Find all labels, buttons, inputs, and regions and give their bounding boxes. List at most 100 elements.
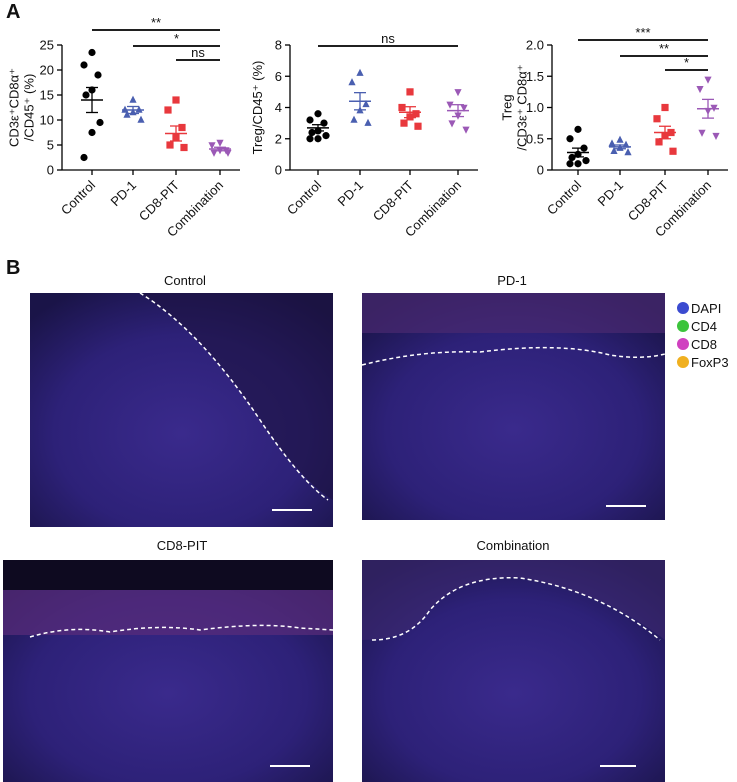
data-point [164,106,172,114]
data-point [653,115,661,123]
y-tick-label: 0 [275,163,282,178]
x-tick-label: PD-1 [595,178,627,210]
data-point [320,119,328,127]
data-point [96,118,104,127]
data-point [322,132,330,140]
y-tick-label: 6 [275,69,282,84]
data-point [574,160,582,168]
data-point [180,143,188,152]
y-axis-label: Treg/CD45⁺ (%) [250,61,265,155]
micrograph [3,560,334,782]
y-tick-label: 2 [275,131,282,146]
data-point [88,48,96,57]
data-point [208,142,216,150]
data-point [308,128,316,137]
data-point [400,119,408,127]
y-axis-label: /CD3ε⁺ CD8α⁺ [515,64,530,150]
data-point [88,128,96,137]
data-point [348,78,356,86]
data-point [582,157,590,165]
x-tick-label: CD8-PIT [370,177,416,223]
data-point [362,99,370,108]
micrograph [362,560,665,782]
data-point [655,138,663,146]
significance-label: *** [635,25,650,40]
significance-label: ** [151,15,161,30]
y-tick-label: 0.5 [526,131,544,146]
significance-label: * [174,31,179,46]
y-axis-label: Treg [500,94,515,120]
data-point [712,132,720,141]
data-point [178,123,186,132]
y-tick-label: 1.5 [526,69,544,84]
data-point [216,139,224,147]
data-point [306,135,314,143]
legend-label: FoxP3 [691,355,729,370]
data-point [137,115,145,123]
legend-swatch [677,302,689,314]
significance-label: ns [191,45,205,60]
data-point [398,103,406,112]
data-point [166,141,174,149]
y-tick-label: 25 [40,38,54,53]
data-point [448,120,456,128]
data-point [610,146,618,155]
data-point [669,147,677,155]
x-tick-label: Control [284,177,324,217]
y-tick-label: 10 [40,113,54,128]
data-point [314,135,322,143]
data-point [696,85,704,94]
data-point [608,139,616,147]
y-tick-label: 1.0 [526,100,544,115]
significance-label: ns [381,31,395,46]
data-point [306,116,314,124]
data-point [135,105,143,113]
data-point [94,71,102,79]
data-point [412,110,420,118]
data-point [406,88,414,96]
data-point [350,115,358,123]
data-point [123,110,131,118]
data-point [224,149,232,157]
data-point [210,149,218,157]
data-point [616,135,624,143]
significance-label: ** [659,41,669,56]
y-axis-label: CD3ε⁺CD8α⁺ [7,68,22,147]
x-tick-label: Control [58,177,98,217]
data-point [446,101,454,109]
x-tick-label: PD-1 [335,178,367,210]
legend-swatch [677,356,689,368]
data-point [566,160,574,168]
panel-label: A [6,1,20,23]
data-point [574,125,582,133]
image-title: Combination [477,538,550,553]
legend-swatch [677,320,689,332]
y-tick-label: 20 [40,63,54,78]
legend-label: CD4 [691,319,717,334]
data-point [80,61,88,69]
x-tick-label: Control [544,177,584,217]
image-title: Control [164,273,206,288]
data-point [704,76,712,84]
data-point [624,148,632,156]
y-tick-label: 15 [40,88,54,103]
y-tick-label: 8 [275,38,282,53]
image-title: CD8-PIT [157,538,208,553]
y-tick-label: 0 [537,163,544,178]
legend-label: CD8 [691,337,717,352]
data-point [129,95,137,103]
significance-label: * [684,55,689,70]
data-point [460,104,468,112]
data-point [622,140,630,148]
y-axis-label: /CD45⁺ (%) [22,74,37,142]
data-point [80,153,88,162]
data-point [364,118,372,126]
data-point [698,129,706,137]
data-point [566,135,574,143]
y-tick-label: 4 [275,100,282,115]
data-point [454,89,462,97]
legend-swatch [677,338,689,350]
micrograph [30,292,333,527]
data-point [462,126,470,134]
